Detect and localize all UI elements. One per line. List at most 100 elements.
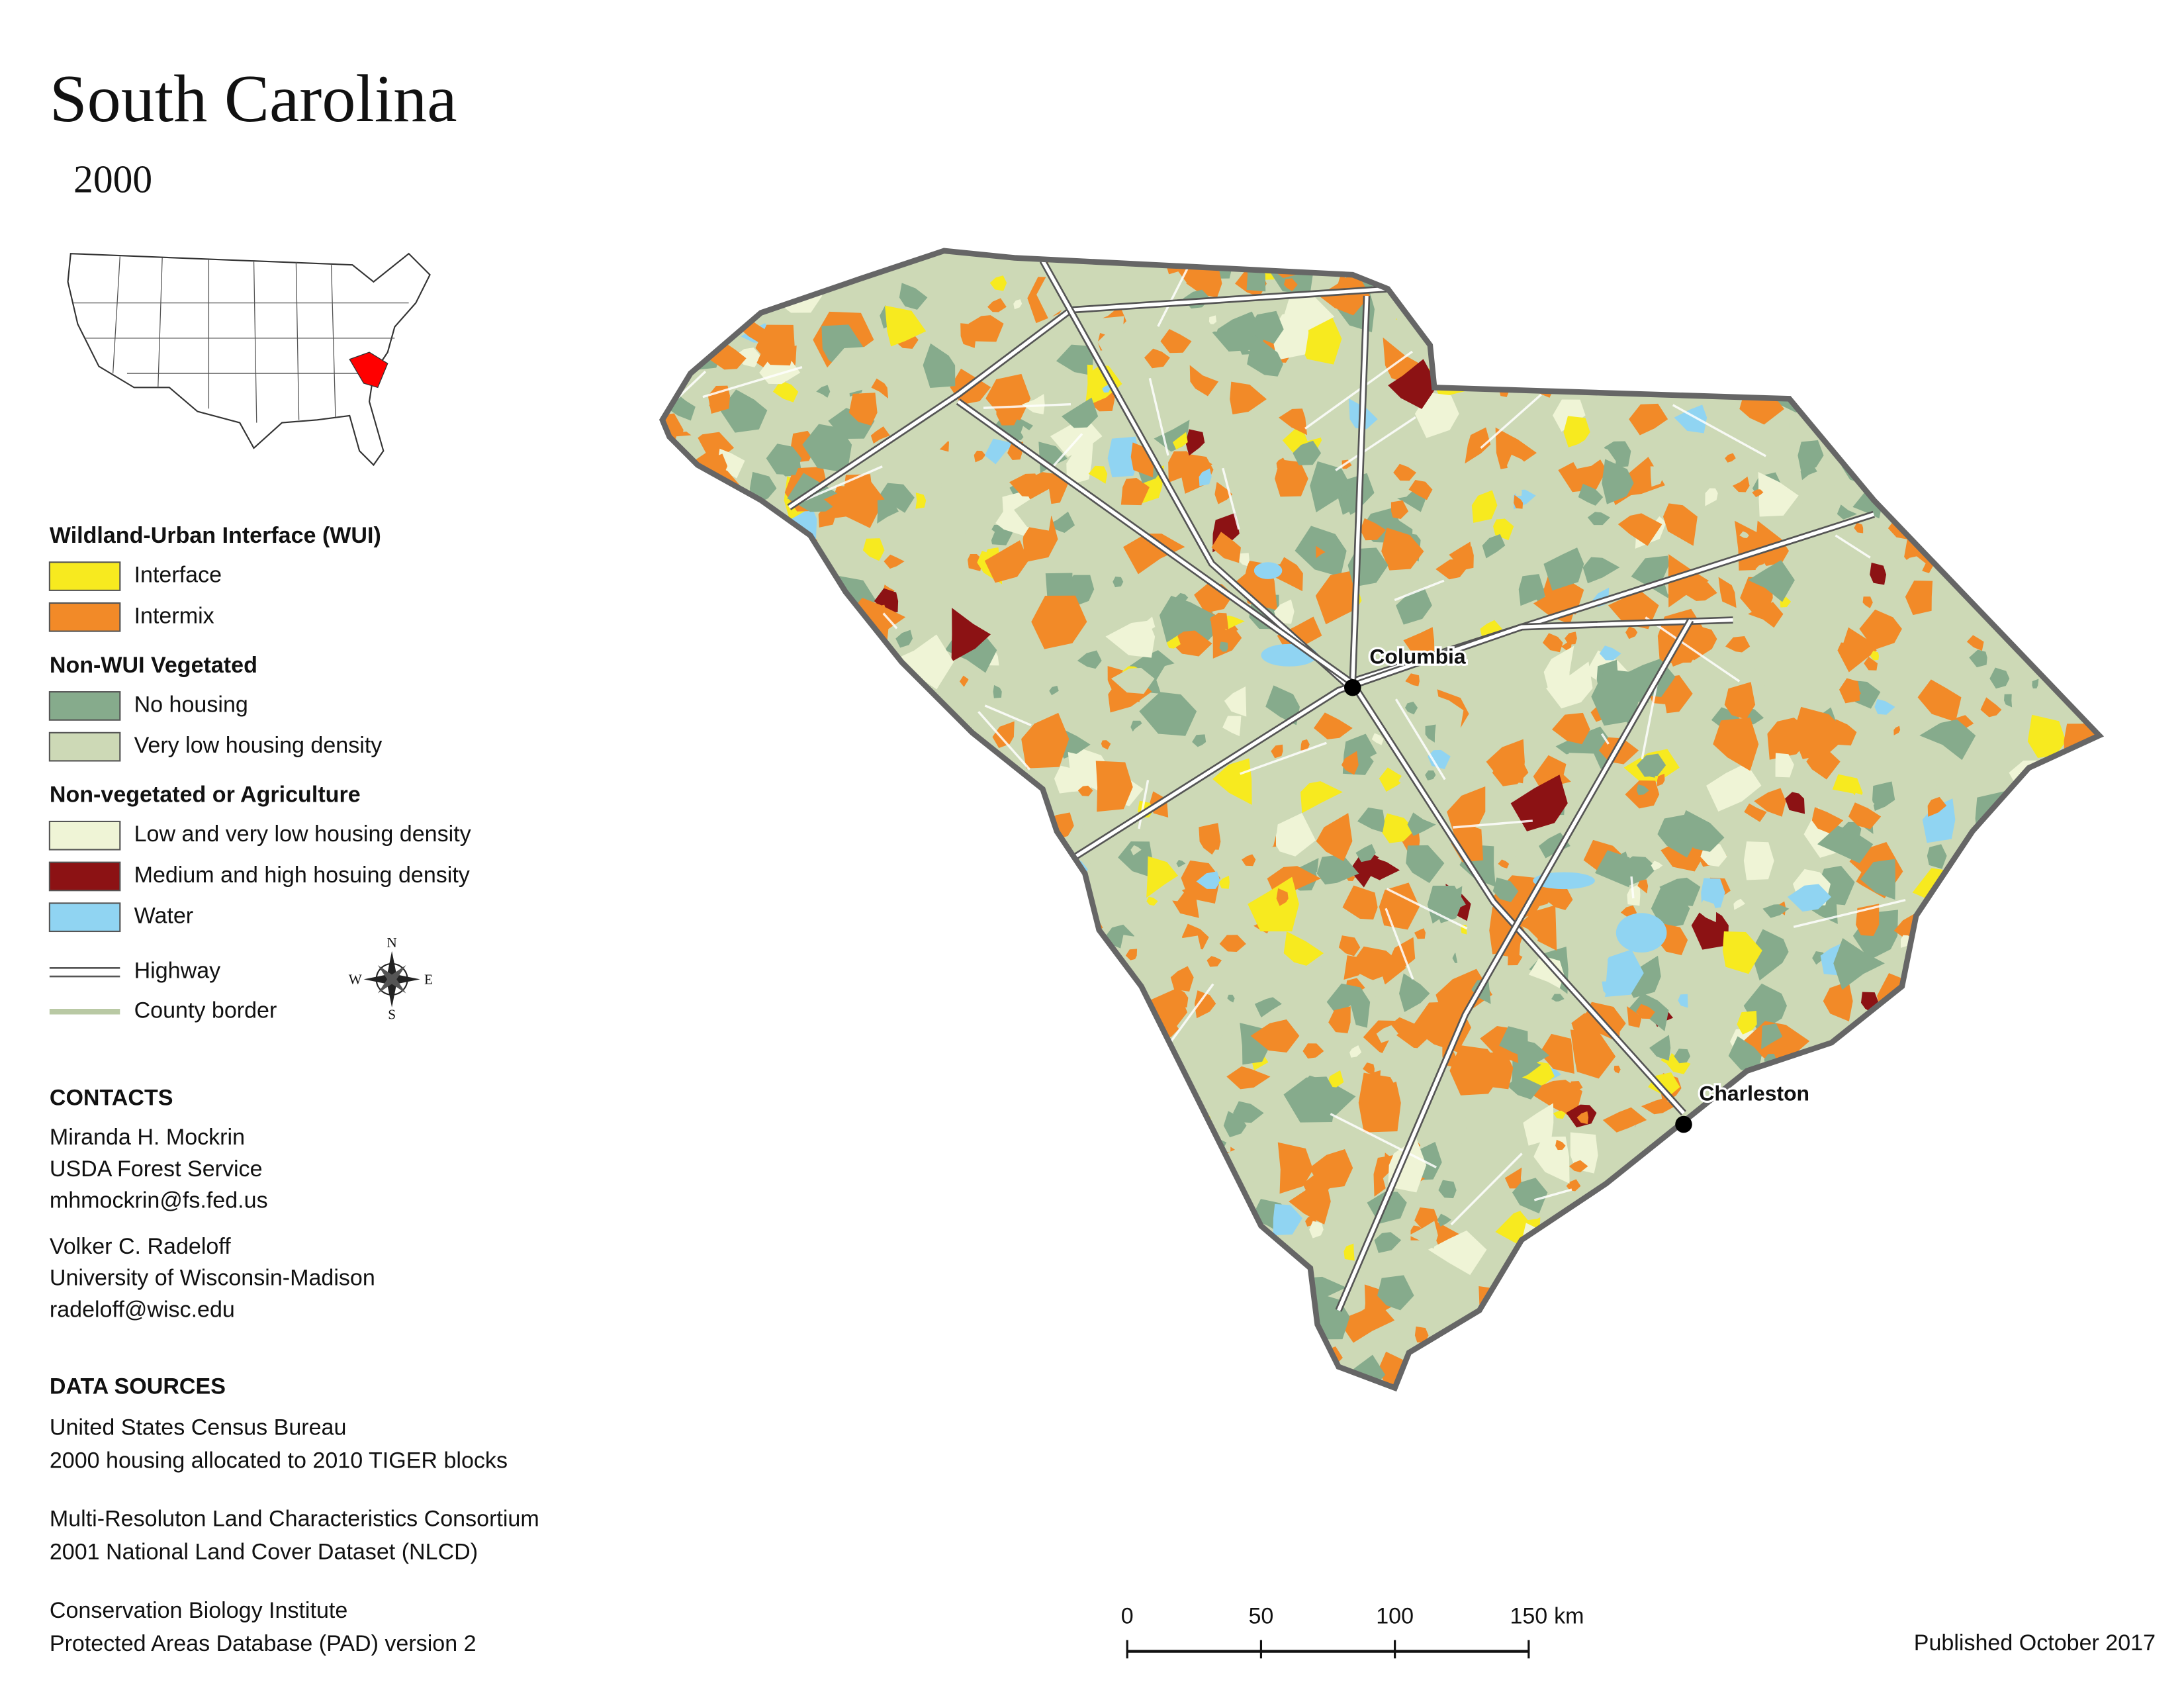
land-patch — [1085, 1325, 1107, 1345]
land-patch — [1635, 305, 1666, 335]
land-patch — [2083, 472, 2095, 485]
land-patch — [1850, 258, 1875, 281]
land-patch — [868, 1264, 880, 1284]
land-patch — [1152, 1358, 1182, 1388]
land-patch — [809, 1169, 834, 1203]
land-patch — [1248, 876, 1299, 931]
land-patch — [874, 720, 904, 746]
land-patch — [1433, 259, 1458, 278]
land-patch — [1381, 528, 1424, 571]
land-patch — [1600, 949, 1644, 998]
land-patch — [1371, 733, 1384, 745]
road — [1630, 876, 1635, 899]
land-patch — [2021, 558, 2036, 569]
land-patch — [772, 380, 799, 402]
land-patch — [1212, 758, 1252, 805]
land-patch — [1379, 1033, 1428, 1083]
land-patch — [847, 1341, 891, 1379]
land-patch — [1534, 1244, 1545, 1258]
land-patch — [1950, 1201, 1974, 1230]
land-patch — [1635, 250, 1670, 281]
land-patch — [933, 457, 964, 485]
land-patch — [2051, 349, 2061, 358]
land-patch — [1799, 1244, 1813, 1258]
land-patch — [1989, 667, 2010, 689]
land-patch — [1414, 1326, 1429, 1342]
land-patch — [1837, 627, 1877, 673]
land-patch — [998, 1217, 1024, 1253]
land-patch — [2056, 1299, 2094, 1327]
land-patch — [898, 710, 917, 731]
land-patch — [1224, 1017, 1244, 1035]
land-patch — [1113, 1076, 1163, 1106]
land-patch — [1163, 1245, 1187, 1268]
land-patch — [797, 1171, 815, 1196]
land-patch — [720, 389, 768, 433]
land-patch — [979, 1006, 1030, 1060]
land-patch — [1021, 712, 1069, 769]
land-patch — [941, 977, 970, 1002]
compass-letter: E — [424, 971, 433, 987]
land-patch — [1839, 678, 1860, 704]
land-patch — [1727, 338, 1749, 362]
land-patch — [1993, 1138, 2028, 1178]
land-patch — [907, 867, 941, 906]
land-patch — [1366, 976, 1387, 998]
legend-label: Interface — [134, 563, 222, 588]
land-patch — [760, 1084, 789, 1116]
land-patch — [693, 1033, 707, 1053]
land-patch — [1653, 1268, 1664, 1286]
land-patch — [1909, 480, 1932, 501]
land-patch — [915, 492, 927, 509]
land-patch — [1692, 1174, 1711, 1192]
land-patch — [1678, 994, 1688, 1008]
land-patch — [687, 853, 727, 909]
land-patch — [1210, 1189, 1244, 1231]
land-patch — [935, 1060, 963, 1085]
land-patch — [1408, 479, 1433, 500]
land-patch — [1870, 463, 1905, 502]
land-patch — [1829, 397, 1850, 412]
land-patch — [727, 1321, 745, 1342]
land-patch — [777, 776, 800, 804]
land-patch — [1934, 782, 1951, 801]
land-patch — [2070, 1187, 2099, 1227]
land-patch — [733, 888, 782, 927]
land-patch — [1414, 393, 1459, 438]
land-patch — [831, 1023, 850, 1047]
land-patch — [2077, 294, 2099, 315]
land-patch — [1912, 1379, 1942, 1388]
land-patch — [784, 966, 805, 989]
land-patch — [1843, 1122, 1860, 1141]
land-patch — [1657, 1257, 1680, 1278]
land-patch — [1425, 770, 1436, 781]
land-patch — [1396, 588, 1432, 625]
land-patch — [1744, 803, 1767, 822]
land-patch — [1081, 817, 1104, 838]
land-patch — [1148, 1055, 1165, 1081]
land-patch — [1794, 1196, 1831, 1233]
land-patch — [1560, 350, 1588, 379]
road — [752, 1323, 809, 1361]
land-patch — [1866, 404, 1918, 445]
land-patch — [1659, 877, 1701, 906]
land-patch — [1806, 265, 1844, 315]
land-patch — [2081, 780, 2095, 792]
land-patch — [1867, 251, 1894, 279]
land-patch — [1566, 1179, 1581, 1192]
land-patch — [1187, 1360, 1220, 1388]
land-patch — [787, 1319, 803, 1345]
land-patch — [692, 591, 721, 613]
land-patch — [763, 1233, 790, 1260]
land-patch — [1283, 1076, 1337, 1123]
land-patch — [974, 450, 986, 463]
land-patch — [1788, 345, 1841, 397]
land-patch — [1523, 1103, 1554, 1146]
land-patch — [1961, 1225, 1981, 1239]
land-patch — [1761, 1376, 1776, 1388]
land-patch — [1210, 849, 1228, 864]
land-patch — [2051, 768, 2075, 788]
road — [978, 710, 1031, 771]
land-patch — [1898, 1299, 1909, 1310]
